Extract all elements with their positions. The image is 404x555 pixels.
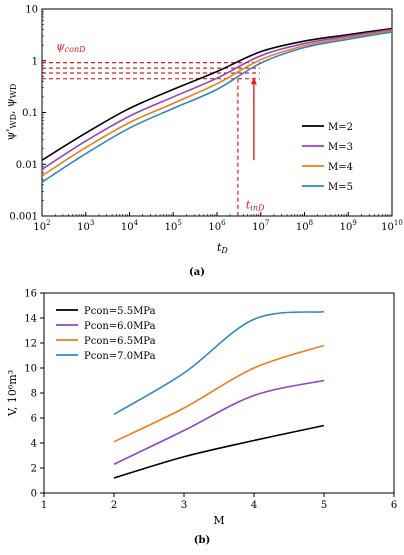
chart-b-series-line xyxy=(113,424,325,479)
chart-b-legend-label: Pcon=7.0MPa xyxy=(84,351,156,362)
chart-a-ytick-label: 0.01 xyxy=(16,160,38,171)
chart-a-caption: (a) xyxy=(189,267,205,278)
chart-b-ytick-label: 2 xyxy=(31,464,37,475)
chart-b-ytick-label: 14 xyxy=(24,314,37,325)
chart-a-series-line xyxy=(41,31,393,183)
chart-b-xtick-label: 4 xyxy=(251,500,257,511)
chart-b-xtick-label: 3 xyxy=(181,500,187,511)
chart-a-series xyxy=(41,27,393,183)
chart-a-xtick-label: 104 xyxy=(121,219,139,233)
chart-b-ylabel: V, 10⁶m³ xyxy=(6,370,19,417)
chart-b-legend-label: Pcon=5.5MPa xyxy=(84,306,156,317)
chart-b-ytick-label: 10 xyxy=(24,364,37,375)
chart-b-ytick-label: 4 xyxy=(31,439,37,450)
chart-b-xtick-label: 6 xyxy=(391,500,397,511)
chart-a-annotations: ψconD tinD xyxy=(42,40,265,216)
chart-a-xtick-label: 103 xyxy=(77,219,94,233)
chart-a: 102 103 104 105 106 107 108 109 10100.0010.010.1… xyxy=(4,5,403,279)
chart-a-xtick-label: 108 xyxy=(296,219,313,233)
chart-a-series-line xyxy=(41,27,393,161)
chart-a-xtick-label: 1010 xyxy=(381,219,403,233)
chart-b-ytick-label: 8 xyxy=(31,389,37,400)
chart-a-legend-label: M=2 xyxy=(328,122,353,133)
chart-a-ytick-label: 0.1 xyxy=(22,108,38,119)
chart-b-series-line xyxy=(113,379,325,465)
chart-b-series-line xyxy=(113,344,325,443)
chart-a-ylabel: ψ'WD, ψWD xyxy=(4,84,18,141)
chart-b-legend-label: Pcon=6.5MPa xyxy=(84,336,156,347)
chart-a-xtick-label: 105 xyxy=(165,219,182,233)
chart-a-ytick-label: 10 xyxy=(25,5,38,16)
chart-b-series xyxy=(113,310,325,479)
chart-a-xlabel: tD xyxy=(217,241,228,255)
chart-b-legend: Pcon=5.5MPa Pcon=6.0MPa Pcon=6.5MPa Pcon=7.… xyxy=(56,306,156,362)
chart-b-ytick-label: 16 xyxy=(24,289,37,300)
chart-a-legend: M=2 M=3 M=4 M=5 xyxy=(302,122,353,193)
chart-a-xtick-label: 109 xyxy=(340,219,357,233)
chart-b-ytick-label: 6 xyxy=(31,414,37,425)
chart-a-ytick-label: 1 xyxy=(32,56,38,67)
chart-a-xtick-label: 106 xyxy=(208,219,226,233)
chart-b-xtick-label: 5 xyxy=(321,500,327,511)
chart-b-xtick-label: 1 xyxy=(41,500,47,511)
chart-b-xtick-label: 2 xyxy=(111,500,117,511)
chart-a-series-line xyxy=(41,28,393,170)
chart-a-legend-label: M=5 xyxy=(328,182,353,193)
chart-b-ytick-label: 0 xyxy=(31,489,37,500)
chart-b-caption: (b) xyxy=(194,535,210,546)
chart-b-xlabel: M xyxy=(213,514,224,527)
chart-a-xtick-label: 107 xyxy=(252,219,269,233)
chart-a-ytick-label: 0.001 xyxy=(9,212,38,223)
tin-label: tinD xyxy=(246,198,265,212)
chart-b-legend-label: Pcon=6.0MPa xyxy=(84,321,156,332)
chart-a-legend-label: M=4 xyxy=(328,162,353,173)
up-arrow-head xyxy=(250,77,257,85)
chart-a-legend-label: M=3 xyxy=(328,142,353,153)
psi-con-label: ψconD xyxy=(56,40,86,54)
chart-b-series-line xyxy=(113,310,325,415)
chart-b-ytick-label: 12 xyxy=(24,339,37,350)
chart-a-series-line xyxy=(41,29,393,177)
